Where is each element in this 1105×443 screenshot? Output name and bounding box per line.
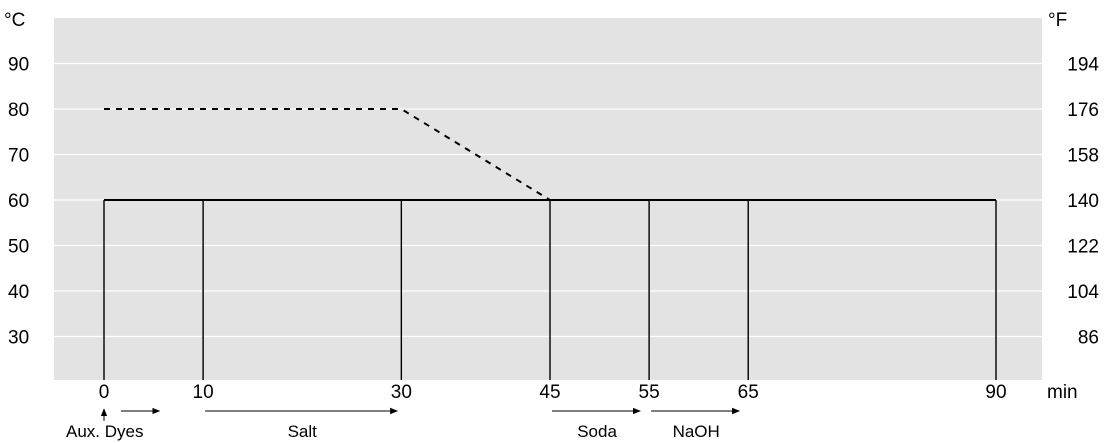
y-tick-label-right: 86	[1078, 328, 1099, 349]
y-tick-label-left: 80	[8, 100, 29, 121]
y-tick-label-right: 194	[1067, 55, 1099, 76]
step-label: Aux. Dyes	[66, 422, 143, 441]
step-label: NaOH	[673, 422, 720, 441]
y-tick-label-right: 140	[1067, 191, 1099, 212]
y-tick-label-right: 158	[1067, 146, 1099, 167]
y-tick-label-left: 60	[8, 191, 29, 212]
x-tick-label: 90	[985, 382, 1006, 403]
y-tick-label-left: 30	[8, 328, 29, 349]
y-tick-label-left: 90	[8, 55, 29, 76]
x-tick-label: 65	[738, 382, 759, 403]
x-tick-label: 30	[391, 382, 412, 403]
y-tick-label-right: 104	[1067, 282, 1099, 303]
step-label: Salt	[288, 422, 318, 441]
y-tick-label-right: 122	[1067, 237, 1099, 258]
y-tick-label-left: 50	[8, 237, 29, 258]
y-tick-label-right: 176	[1067, 100, 1099, 121]
step-label: Soda	[577, 422, 617, 441]
y-axis-right-unit: °F	[1048, 10, 1067, 31]
y-axis-left-unit: °C	[4, 10, 25, 31]
x-axis-unit: min	[1047, 382, 1078, 403]
x-tick-label: 10	[193, 382, 214, 403]
y-tick-label-left: 40	[8, 282, 29, 303]
x-tick-label: 45	[539, 382, 560, 403]
x-tick-label: 0	[99, 382, 110, 403]
y-tick-label-left: 70	[8, 146, 29, 167]
x-tick-label: 55	[639, 382, 660, 403]
dashed-temperature-series	[104, 108, 551, 201]
